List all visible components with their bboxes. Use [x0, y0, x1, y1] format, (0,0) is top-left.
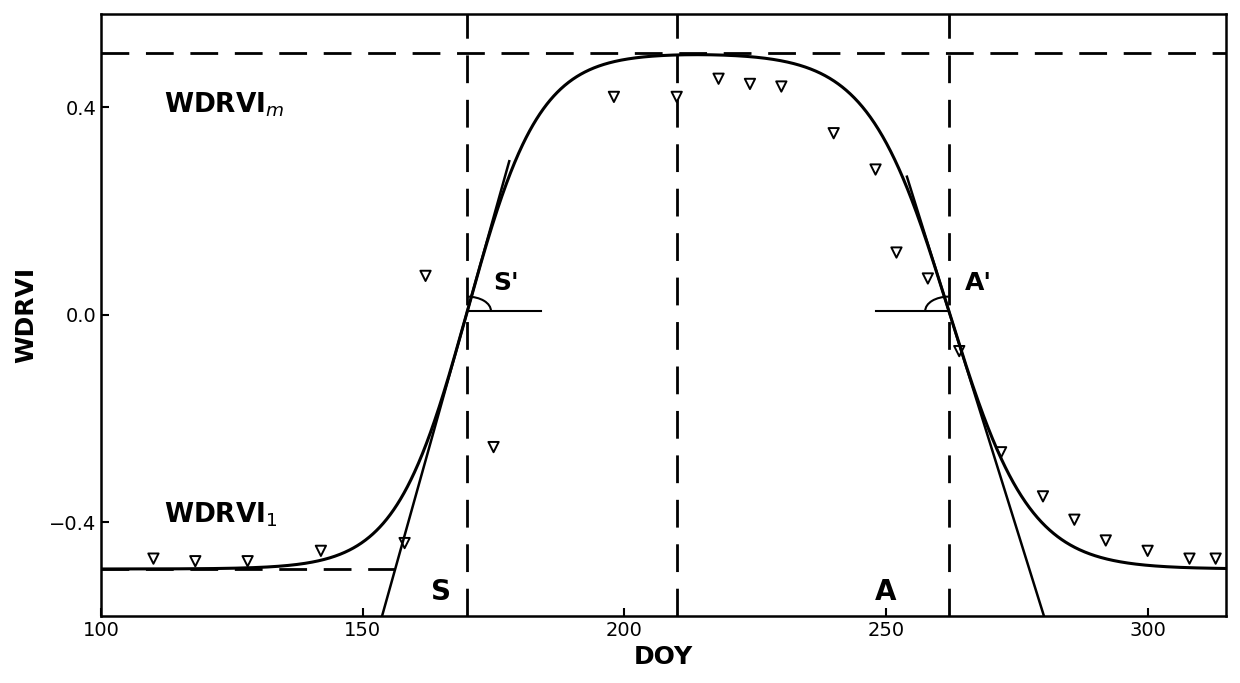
- Point: [740, 79, 760, 89]
- Point: [771, 81, 791, 92]
- Point: [1096, 535, 1116, 546]
- Point: [484, 442, 503, 453]
- Text: A': A': [965, 271, 992, 295]
- Point: [604, 92, 624, 102]
- Point: [185, 556, 205, 567]
- Point: [1205, 553, 1225, 564]
- X-axis label: DOY: DOY: [634, 645, 693, 669]
- Point: [991, 447, 1011, 458]
- Point: [1033, 491, 1053, 502]
- Point: [415, 270, 435, 281]
- Point: [667, 92, 687, 102]
- Text: S: S: [432, 578, 451, 606]
- Text: WDRVI$_1$: WDRVI$_1$: [164, 501, 278, 529]
- Text: S': S': [494, 271, 520, 295]
- Point: [144, 553, 164, 564]
- Point: [1138, 546, 1158, 557]
- Point: [1179, 553, 1199, 564]
- Point: [708, 73, 728, 84]
- Y-axis label: WDRVI: WDRVI: [14, 267, 38, 363]
- Text: WDRVI$_m$: WDRVI$_m$: [164, 90, 284, 119]
- Point: [918, 273, 937, 284]
- Point: [311, 546, 331, 557]
- Point: [394, 538, 414, 548]
- Point: [866, 164, 885, 175]
- Point: [950, 346, 970, 357]
- Point: [1064, 514, 1084, 525]
- Point: [238, 556, 258, 567]
- Point: [823, 128, 843, 139]
- Point: [887, 247, 906, 258]
- Text: A: A: [875, 578, 897, 606]
